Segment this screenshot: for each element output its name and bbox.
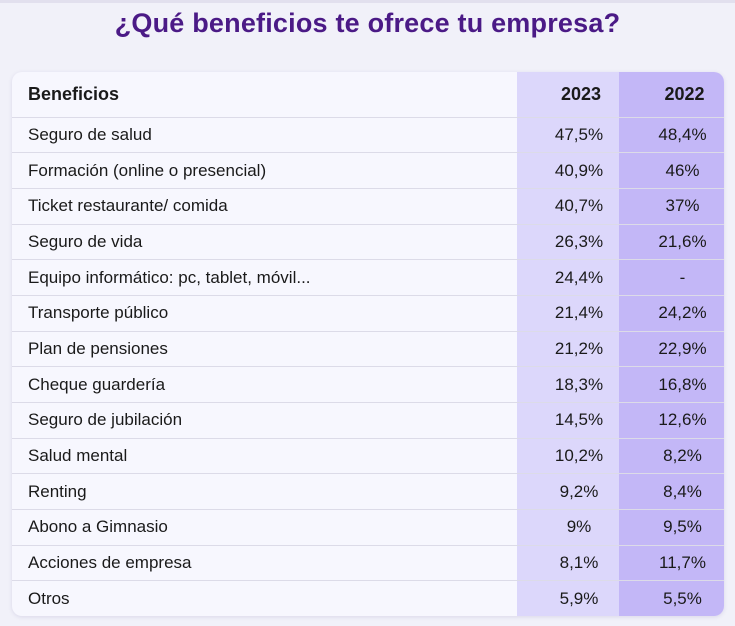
table-row: Ticket restaurante/ comida 40,7% 37%	[12, 188, 724, 225]
table-row: Plan de pensiones 21,2% 22,9%	[12, 331, 724, 368]
value-2023: 14,5%	[517, 402, 619, 439]
benefits-table-card: Beneficios 2023 2022 Seguro de salud 47,…	[12, 72, 724, 616]
value-2023: 47,5%	[517, 117, 619, 154]
header-2022: 2022	[619, 72, 724, 118]
value-2023: 5,9%	[517, 580, 619, 616]
value-2022: 21,6%	[619, 224, 724, 261]
value-2022: 37%	[619, 188, 724, 225]
table-row: Formación (online o presencial) 40,9% 46…	[12, 152, 724, 189]
benefit-label: Seguro de jubilación	[12, 402, 517, 439]
benefit-label: Renting	[12, 473, 517, 511]
benefit-label: Otros	[28, 589, 70, 609]
value-2023: 40,9%	[517, 152, 619, 189]
table-row: Seguro de jubilación 14,5% 12,6%	[12, 402, 724, 439]
value-2023: 24,4%	[517, 259, 619, 296]
value-2022: 12,6%	[619, 402, 724, 439]
table-row: Seguro de salud 47,5% 48,4%	[12, 117, 724, 154]
table-row: Salud mental 10,2% 8,2%	[12, 438, 724, 475]
value-2022: 48,4%	[619, 117, 724, 154]
benefit-label: Cheque guardería	[12, 366, 517, 403]
value-2023: 21,2%	[517, 331, 619, 368]
value-2023: 21,4%	[517, 295, 619, 332]
benefit-label: Transporte público	[12, 295, 517, 332]
value-2022: 46%	[619, 152, 724, 189]
table-row: Abono a Gimnasio 9% 9,5%	[12, 509, 724, 546]
value-2023: 8,1%	[517, 545, 619, 582]
value-2022: 5,5%	[619, 580, 724, 616]
table-row: Acciones de empresa 8,1% 11,7%	[12, 545, 724, 582]
value-2022: 22,9%	[619, 331, 724, 368]
value-2022: 11,7%	[619, 545, 724, 582]
table-row: Transporte público 21,4% 24,2%	[12, 295, 724, 332]
benefit-label: Abono a Gimnasio	[12, 509, 517, 546]
benefit-label: Equipo informático: pc, tablet, móvil...	[12, 259, 517, 296]
table-row: Cheque guardería 18,3% 16,8%	[12, 366, 724, 403]
table-header-row: Beneficios 2023 2022	[12, 72, 724, 118]
table-row: Otros 5,9% 5,5%	[12, 580, 724, 616]
benefit-label: Ticket restaurante/ comida	[12, 188, 517, 225]
value-2022: 16,8%	[619, 366, 724, 403]
value-2022: 8,2%	[619, 438, 724, 475]
page-title: ¿Qué beneficios te ofrece tu empresa?	[114, 8, 621, 38]
benefit-label: Seguro de vida	[12, 224, 517, 261]
value-2023: 10,2%	[517, 438, 619, 475]
value-2022: -	[619, 259, 724, 296]
benefit-label: Salud mental	[12, 438, 517, 475]
benefit-label: Formación (online o presencial)	[12, 152, 517, 189]
value-2022: 8,4%	[619, 473, 724, 511]
table-row: Equipo informático: pc, tablet, móvil...…	[12, 259, 724, 296]
benefit-label: Acciones de empresa	[12, 545, 517, 582]
table-row: Renting 9,2% 8,4%	[12, 473, 724, 511]
value-2023: 9%	[517, 509, 619, 546]
value-2023: 18,3%	[517, 366, 619, 403]
value-2023: 9,2%	[517, 473, 619, 511]
header-2023: 2023	[517, 72, 619, 118]
benefit-label: Plan de pensiones	[12, 331, 517, 368]
table-row: Seguro de vida 26,3% 21,6%	[12, 224, 724, 261]
header-benefits: Beneficios	[12, 72, 517, 118]
benefits-table: Beneficios 2023 2022 Seguro de salud 47,…	[12, 72, 724, 616]
value-2023: 40,7%	[517, 188, 619, 225]
value-2022: 9,5%	[619, 509, 724, 546]
value-2023: 26,3%	[517, 224, 619, 261]
top-divider	[0, 0, 735, 3]
benefit-label: Seguro de salud	[12, 117, 517, 154]
value-2022: 24,2%	[619, 295, 724, 332]
